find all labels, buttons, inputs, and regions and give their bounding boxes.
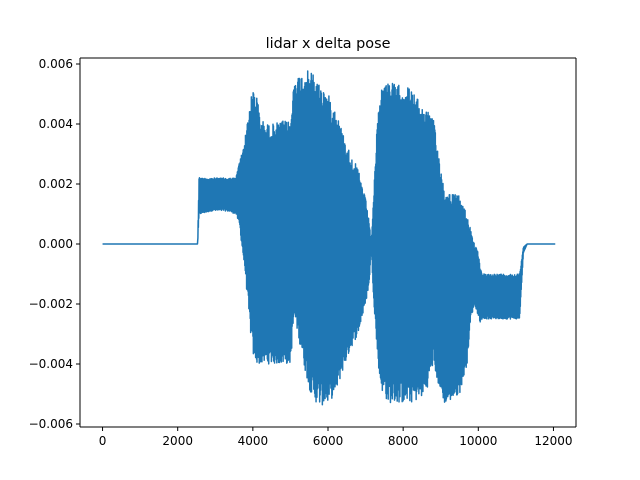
x-tick-label: 6000	[313, 434, 344, 448]
plot-area	[102, 70, 556, 406]
y-tick-label: 0.002	[39, 177, 73, 191]
chart-title: lidar x delta pose	[266, 36, 391, 52]
y-tick-label: 0.004	[39, 117, 73, 131]
y-tick-label: −0.002	[29, 297, 73, 311]
y-tick-label: 0.000	[39, 237, 73, 251]
y-tick-label: −0.006	[29, 417, 73, 431]
series-line	[102, 70, 556, 406]
axes: 0 2000 4000 6000 8000 10000 12000 −0.006 −0.004 −…	[29, 57, 577, 448]
x-tick-label: 2000	[162, 434, 193, 448]
y-tick-label: 0.006	[39, 57, 73, 71]
x-tick-label: 10000	[459, 434, 497, 448]
x-tick-label: 8000	[388, 434, 419, 448]
x-tick-label: 0	[99, 434, 107, 448]
x-tick-label: 12000	[534, 434, 572, 448]
y-tick-label: −0.004	[29, 357, 73, 371]
x-tick-label: 4000	[238, 434, 269, 448]
